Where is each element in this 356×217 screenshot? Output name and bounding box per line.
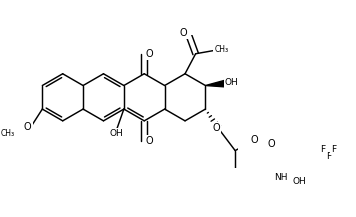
- Text: CH₃: CH₃: [0, 130, 15, 138]
- Text: CH₃: CH₃: [214, 45, 229, 54]
- Text: O: O: [146, 136, 153, 146]
- Text: O: O: [180, 28, 188, 38]
- Polygon shape: [273, 151, 283, 173]
- Text: O: O: [250, 135, 258, 145]
- Text: F: F: [320, 145, 326, 154]
- Text: NH: NH: [274, 173, 287, 182]
- Text: F: F: [331, 145, 336, 154]
- Text: O: O: [213, 123, 220, 133]
- Polygon shape: [205, 80, 225, 87]
- Text: OH: OH: [293, 178, 307, 186]
- Text: F: F: [326, 152, 331, 161]
- Text: O: O: [146, 49, 153, 59]
- Text: O: O: [268, 139, 276, 149]
- Text: OH: OH: [225, 79, 239, 87]
- Text: OH: OH: [109, 129, 123, 138]
- Text: O: O: [24, 122, 32, 132]
